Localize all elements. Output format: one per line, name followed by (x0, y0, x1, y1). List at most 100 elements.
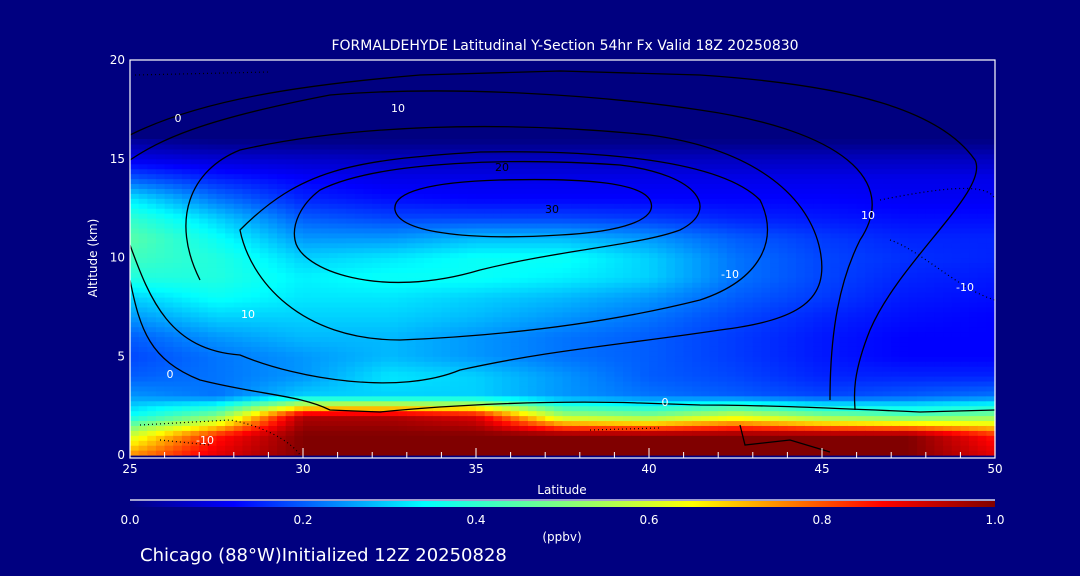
heatmap-cell (718, 445, 728, 451)
heatmap-cell (311, 450, 321, 456)
heatmap-cell (311, 193, 321, 199)
heatmap-cell (398, 153, 408, 160)
heatmap-cell (372, 331, 382, 338)
heatmap-cell (778, 173, 788, 180)
heatmap-cell (597, 242, 607, 249)
heatmap-cell (164, 213, 174, 219)
heatmap-cell (778, 326, 788, 333)
heatmap-cell (683, 198, 693, 204)
heatmap-cell (164, 326, 174, 333)
heatmap-cell (493, 331, 503, 338)
heatmap-cell (761, 208, 771, 214)
heatmap-cell (657, 203, 667, 209)
heatmap-cell (268, 380, 278, 387)
heatmap-cell (778, 351, 788, 357)
heatmap-cell (190, 218, 200, 224)
heatmap-cell (787, 272, 797, 278)
heatmap-cell (657, 366, 667, 372)
heatmap-cell (303, 277, 313, 283)
heatmap-cell (216, 376, 226, 382)
heatmap-cell (207, 351, 218, 357)
heatmap-cell (147, 376, 157, 382)
heatmap-cell (268, 346, 278, 352)
heatmap-cell (796, 158, 806, 165)
heatmap-cell (406, 400, 417, 407)
heatmap-cell (320, 139, 330, 145)
heatmap-cell (683, 346, 693, 352)
heatmap-cell (571, 193, 581, 199)
heatmap-cell (493, 385, 503, 392)
heatmap-cell (432, 173, 442, 180)
heatmap-cell (259, 420, 269, 426)
heatmap-cell (726, 262, 737, 268)
heatmap-cell (268, 232, 278, 239)
heatmap-cell (631, 356, 641, 362)
heatmap-cell (337, 188, 347, 194)
heatmap-cell (623, 380, 633, 387)
heatmap-cell (579, 346, 590, 352)
heatmap-cell (519, 420, 529, 426)
heatmap-cell (501, 385, 512, 392)
heatmap-cell (640, 267, 650, 273)
heatmap-cell (623, 198, 633, 204)
heatmap-cell (623, 178, 633, 185)
heatmap-cell (623, 183, 633, 189)
heatmap-cell (787, 237, 797, 244)
heatmap-cell (363, 400, 373, 407)
heatmap-cell (415, 232, 425, 239)
heatmap-cell (666, 193, 676, 199)
heatmap-cell (562, 168, 572, 175)
heatmap-cell (605, 400, 615, 407)
heatmap-cell (320, 153, 330, 160)
heatmap-cell (709, 163, 719, 170)
heatmap-cell (173, 440, 183, 446)
heatmap-cell (130, 227, 140, 234)
heatmap-cell (700, 272, 711, 278)
heatmap-cell (441, 366, 451, 372)
heatmap-cell (164, 351, 174, 357)
heatmap-cell (199, 213, 209, 219)
heatmap-cell (666, 242, 676, 249)
heatmap-cell (389, 178, 399, 185)
heatmap-cell (709, 237, 719, 244)
heatmap-cell (510, 198, 520, 204)
heatmap-cell (527, 168, 538, 175)
heatmap-cell (450, 203, 460, 209)
heatmap-cell (796, 153, 806, 160)
heatmap-cell (588, 173, 598, 180)
heatmap-cell (363, 237, 373, 244)
heatmap-cell (571, 420, 581, 426)
heatmap-cell (285, 301, 295, 308)
heatmap-cell (623, 425, 633, 431)
heatmap-cell (674, 346, 685, 352)
heatmap-cell (130, 430, 140, 436)
heatmap-cell (441, 237, 451, 244)
heatmap-cell (424, 400, 434, 407)
heatmap-cell (597, 203, 607, 209)
heatmap-cell (259, 380, 269, 387)
heatmap-cell (398, 198, 408, 204)
heatmap-cell (553, 301, 564, 308)
heatmap-cell (294, 143, 304, 150)
heatmap-cell (328, 198, 339, 204)
heatmap-cell (761, 405, 771, 412)
heatmap-cell (363, 213, 373, 219)
heatmap-cell (432, 139, 442, 145)
heatmap-cell (545, 361, 555, 367)
heatmap-cell (527, 232, 538, 239)
heatmap-cell (337, 321, 347, 328)
heatmap-cell (692, 183, 702, 189)
heatmap-cell (692, 376, 702, 382)
heatmap-cell (303, 272, 313, 278)
heatmap-cell (346, 326, 356, 333)
heatmap-cell (207, 326, 218, 333)
heatmap-cell (571, 242, 581, 249)
heatmap-cell (579, 203, 590, 209)
heatmap-cell (242, 198, 252, 204)
heatmap-cell (389, 227, 399, 234)
heatmap-cell (251, 178, 261, 185)
heatmap-cell (251, 425, 261, 431)
heatmap-cell (804, 430, 814, 436)
heatmap-cell (346, 316, 356, 323)
heatmap-cell (510, 173, 520, 180)
